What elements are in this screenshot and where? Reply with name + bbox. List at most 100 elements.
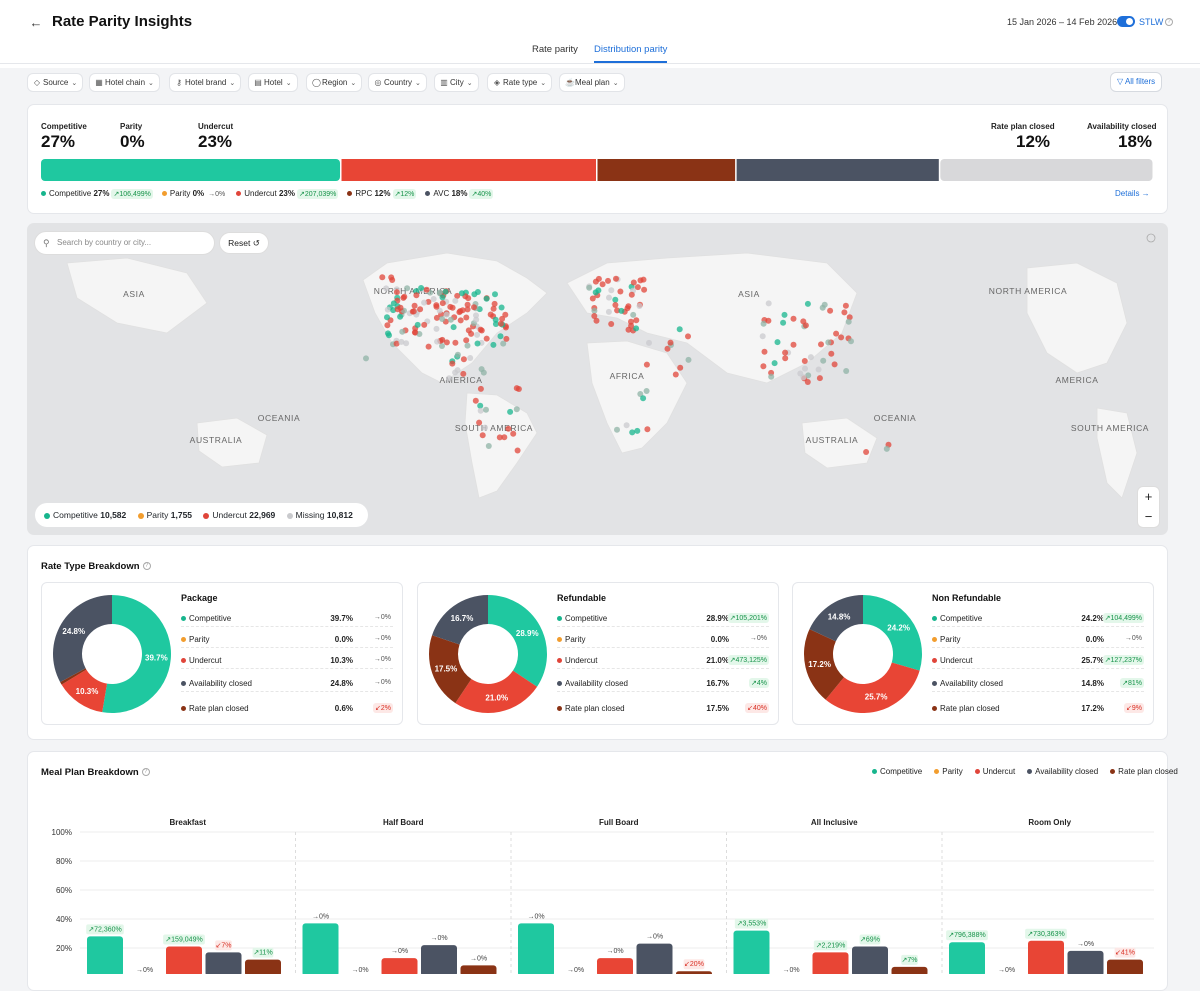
info-icon[interactable]: ? — [141, 768, 150, 777]
hotel-marker[interactable] — [404, 285, 411, 292]
hotel-marker[interactable] — [846, 314, 853, 321]
hotel-marker[interactable] — [389, 277, 396, 283]
hotel-marker[interactable] — [514, 447, 521, 454]
hotel-marker[interactable] — [483, 295, 490, 302]
hotel-marker[interactable] — [393, 340, 400, 347]
hotel-marker[interactable] — [442, 288, 449, 295]
date-range[interactable]: 15 Jan 2026 – 14 Feb 2026 — [1007, 17, 1118, 27]
hotel-marker[interactable] — [502, 311, 509, 318]
hotel-marker[interactable] — [618, 307, 625, 314]
hotel-marker[interactable] — [605, 277, 611, 284]
hotel-marker[interactable] — [474, 340, 481, 347]
bar-rate-plan-closed[interactable] — [676, 971, 712, 974]
hotel-marker[interactable] — [433, 314, 440, 321]
details-link[interactable]: Details → — [1115, 189, 1150, 198]
hotel-marker[interactable] — [676, 326, 683, 333]
hotel-marker[interactable] — [843, 368, 850, 374]
hotel-marker[interactable] — [399, 328, 406, 335]
hotel-marker[interactable] — [417, 306, 424, 313]
hotel-marker[interactable] — [492, 291, 498, 298]
hotel-marker[interactable] — [464, 306, 471, 313]
hotel-marker[interactable] — [636, 303, 643, 309]
hotel-marker[interactable] — [643, 361, 650, 368]
hotel-marker[interactable] — [474, 331, 481, 338]
hotel-marker[interactable] — [421, 321, 428, 328]
hotel-marker[interactable] — [828, 350, 835, 357]
hotel-marker[interactable] — [592, 278, 599, 285]
bar-undercut[interactable] — [812, 952, 849, 974]
hotel-marker[interactable] — [833, 330, 840, 337]
hotel-marker[interactable] — [633, 325, 640, 332]
hotel-marker[interactable] — [774, 339, 781, 346]
hotel-marker[interactable] — [800, 318, 807, 325]
hotel-marker[interactable] — [782, 355, 789, 362]
stlw-toggle[interactable] — [1117, 16, 1135, 27]
hotel-marker[interactable] — [410, 308, 417, 315]
hotel-marker[interactable] — [505, 425, 512, 432]
hotel-marker[interactable] — [510, 430, 517, 437]
hotel-marker[interactable] — [460, 356, 467, 363]
hotel-marker[interactable] — [513, 385, 520, 392]
filter-country[interactable]: ◎ Country ⌄ — [368, 73, 427, 92]
hotel-marker[interactable] — [423, 286, 430, 293]
hotel-marker[interactable] — [804, 300, 811, 307]
hotel-marker[interactable] — [827, 307, 834, 314]
hotel-marker[interactable] — [838, 334, 845, 341]
hotel-marker[interactable] — [765, 300, 772, 307]
bar-competitive[interactable] — [87, 936, 123, 974]
hotel-marker[interactable] — [363, 355, 369, 362]
hotel-marker[interactable] — [845, 318, 852, 325]
hotel-marker[interactable] — [436, 289, 443, 296]
hotel-marker[interactable] — [490, 305, 497, 312]
hotel-marker[interactable] — [640, 276, 647, 283]
hotel-marker[interactable] — [465, 295, 472, 302]
filter-meal-plan[interactable]: ☕Meal plan ⌄ — [559, 73, 625, 92]
hotel-marker[interactable] — [383, 285, 390, 292]
hotel-marker[interactable] — [439, 300, 446, 307]
bar-segment-competitive[interactable] — [41, 159, 341, 181]
hotel-marker[interactable] — [458, 290, 465, 297]
hotel-marker[interactable] — [433, 303, 440, 310]
bar-availability-closed[interactable] — [205, 952, 242, 974]
hotel-marker[interactable] — [612, 302, 619, 308]
tab-rate-parity[interactable]: Rate parity — [532, 44, 578, 55]
bar-availability-closed[interactable] — [1067, 950, 1104, 974]
hotel-marker[interactable] — [386, 332, 392, 339]
bar-segment-missing[interactable] — [940, 159, 1153, 181]
hotel-marker[interactable] — [443, 311, 450, 318]
hotel-marker[interactable] — [487, 311, 494, 318]
hotel-marker[interactable] — [848, 338, 854, 345]
hotel-marker[interactable] — [804, 379, 811, 385]
bar-segment-rpc[interactable] — [597, 159, 736, 181]
hotel-marker[interactable] — [815, 366, 822, 373]
hotel-marker[interactable] — [468, 330, 475, 337]
hotel-marker[interactable] — [781, 311, 788, 318]
zoom-out-button[interactable]: − — [1144, 509, 1153, 524]
hotel-marker[interactable] — [397, 304, 404, 311]
hotel-marker[interactable] — [452, 339, 459, 346]
back-arrow-icon[interactable]: ← — [29, 15, 43, 30]
bar-segment-avc[interactable] — [736, 159, 939, 181]
hotel-marker[interactable] — [831, 361, 838, 368]
hotel-markers[interactable] — [363, 274, 892, 455]
hotel-marker[interactable] — [634, 427, 641, 434]
hotel-marker[interactable] — [586, 284, 593, 291]
hotel-marker[interactable] — [479, 432, 486, 439]
zoom-in-button[interactable]: + — [1144, 489, 1153, 504]
hotel-marker[interactable] — [644, 426, 651, 433]
bar-rate-plan-closed[interactable] — [891, 966, 928, 974]
donut-slice[interactable] — [61, 669, 108, 713]
hotel-marker[interactable] — [685, 356, 692, 363]
hotel-marker[interactable] — [467, 355, 474, 361]
hotel-marker[interactable] — [476, 419, 483, 426]
hotel-marker[interactable] — [471, 304, 477, 311]
hotel-marker[interactable] — [646, 339, 652, 346]
hotel-marker[interactable] — [605, 308, 612, 315]
hotel-marker[interactable] — [623, 422, 630, 429]
hotel-marker[interactable] — [443, 339, 450, 346]
bar-availability-closed[interactable] — [852, 946, 888, 974]
hotel-marker[interactable] — [790, 315, 797, 322]
bar-competitive[interactable] — [949, 942, 985, 974]
hotel-marker[interactable] — [637, 391, 644, 397]
hotel-marker[interactable] — [629, 429, 636, 436]
